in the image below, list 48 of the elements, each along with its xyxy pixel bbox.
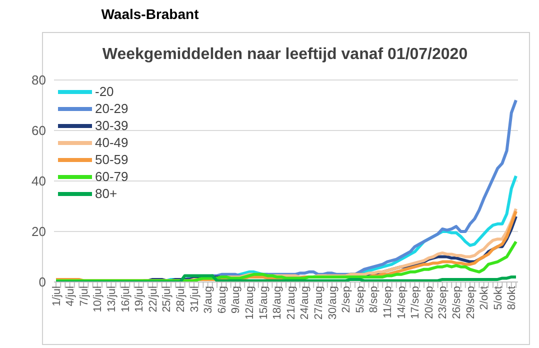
x-tick-label: 27/aug	[313, 286, 326, 320]
chart-title: Waals-Brabant	[100, 6, 200, 22]
x-tick-label: 4/jul	[64, 286, 77, 306]
legend-label: 20-29	[95, 100, 128, 117]
x-tick-label: 14/sep	[396, 286, 408, 320]
x-tick-label: 10/jul	[92, 286, 104, 312]
x-tick-label: 30/aug	[326, 286, 339, 320]
x-tick-label: 6/aug	[216, 286, 228, 314]
x-tick-label: 7/jul	[78, 286, 90, 306]
y-tick-label: 0	[38, 274, 46, 290]
x-tick-label: 25/jul	[161, 286, 174, 312]
chart-subtitle: Weekgemiddelden naar leeftijd vanaf 01/07/2020	[101, 46, 469, 64]
x-tick-label: 12/aug	[244, 286, 256, 320]
legend-label: 50-59	[95, 151, 128, 168]
x-tick-label: 22/jul	[147, 286, 160, 312]
x-tick-label: 11/sep	[382, 286, 394, 318]
x-tick-label: 5/okt	[492, 286, 504, 310]
x-tick-label: 3/aug	[202, 286, 215, 314]
y-tick-label: 40	[32, 174, 46, 189]
x-tick-label: 1/jul	[50, 286, 63, 306]
x-tick-label: 8/okt	[506, 286, 518, 310]
y-tick-label: 20	[32, 224, 46, 240]
y-tick-label: 80	[32, 72, 46, 88]
x-tick-label: 31/jul	[188, 286, 201, 312]
y-tick-label: 60	[32, 123, 46, 138]
x-tick-label: 28/jul	[175, 286, 188, 312]
x-tick-label: 8/sep	[368, 286, 380, 313]
x-tick-label: 24/aug	[299, 286, 312, 320]
x-tick-label: 23/sep	[437, 286, 450, 320]
x-tick-label: 20/sep	[423, 286, 436, 320]
x-tick-label: 5/sep	[354, 286, 366, 313]
legend-label: 30-39	[95, 117, 128, 134]
x-tick-label: 2/sep	[340, 286, 353, 313]
x-tick-label: 29/sep	[464, 286, 477, 320]
x-tick-label: 21/aug	[285, 286, 298, 320]
x-tick-label: 2/okt	[478, 286, 491, 310]
x-tick-label: 19/jul	[134, 286, 146, 312]
x-tick-label: 13/jul	[106, 286, 118, 312]
legend-label: -20	[95, 83, 114, 100]
legend-label: 40-49	[95, 134, 128, 151]
x-tick-label: 15/aug	[258, 286, 270, 320]
legend-label: 80+	[95, 185, 118, 202]
x-tick-label: 17/sep	[410, 286, 422, 320]
x-tick-label: 26/sep	[451, 286, 464, 320]
x-tick-label: 18/aug	[272, 286, 284, 320]
legend-label: 60-79	[95, 168, 128, 185]
x-tick-label: 16/jul	[120, 286, 132, 312]
x-tick-label: 9/aug	[230, 286, 242, 314]
